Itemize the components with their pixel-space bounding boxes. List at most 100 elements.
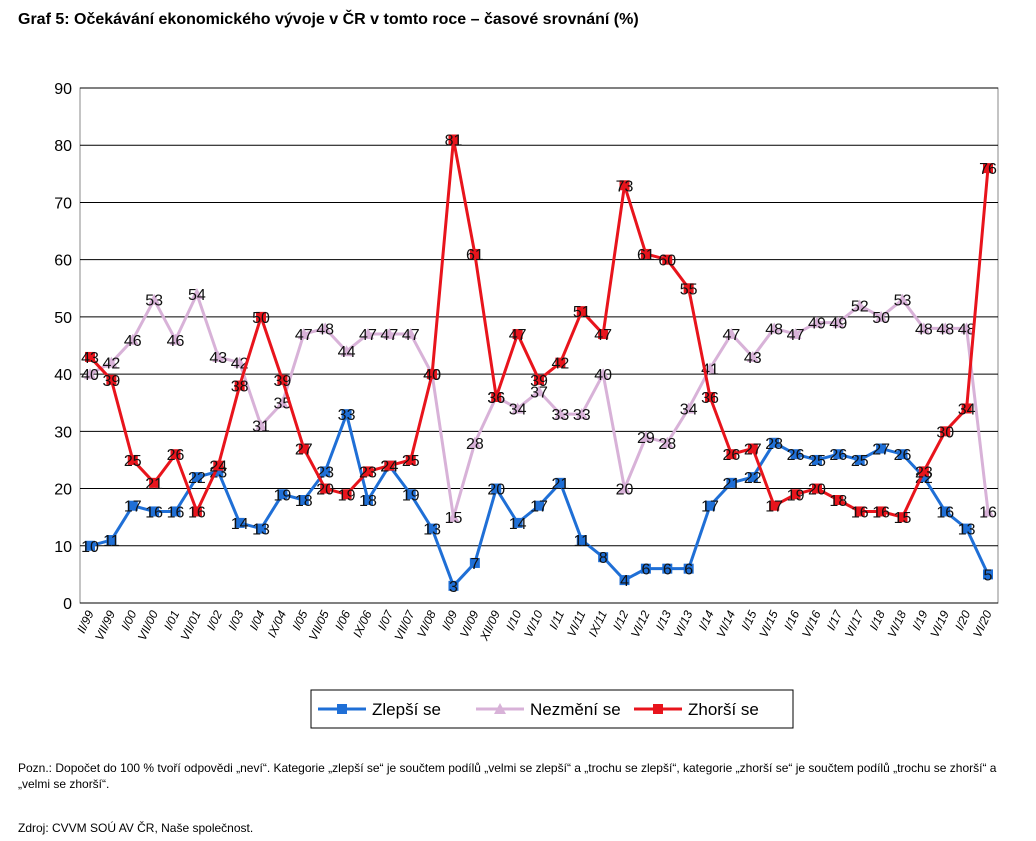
point [405,454,416,465]
point [448,134,459,145]
data-label: 20 [808,482,826,499]
data-label: 24 [209,459,227,476]
data-label: 28 [765,436,783,453]
x-tick-label: VI/12 [628,608,653,640]
data-label: 24 [380,459,398,476]
data-label: 53 [894,293,912,310]
plot-area [79,87,999,604]
point [661,436,674,448]
point [705,392,716,402]
data-label: 50 [252,310,270,327]
data-label: 22 [744,470,762,487]
data-label: 10 [81,539,99,556]
point [853,299,866,311]
legend-label: Zhorší se [688,700,759,719]
x-tick-label: I/10 [503,608,524,632]
point [191,472,202,483]
point [341,489,352,500]
point [149,506,160,517]
x-tick-label: I/14 [696,608,717,632]
y-tick-label: 50 [54,310,72,327]
data-label: 49 [829,316,847,333]
data-label: 18 [829,493,847,510]
point [277,374,288,385]
data-label: 33 [573,407,591,424]
data-label: 40 [423,367,441,384]
point [170,449,181,460]
x-tick-label: VI/17 [842,607,867,640]
x-tick-label: VII/00 [135,608,161,643]
x-tick-label: I/15 [738,608,759,632]
point [875,310,888,322]
point [790,449,801,460]
x-tick-label: I/20 [952,608,973,632]
point [469,557,480,568]
x-tick-label: I/16 [781,608,802,632]
x-tick-label: I/03 [225,608,246,632]
point [854,506,865,517]
point [127,500,138,511]
data-label: 16 [167,504,185,521]
x-tick-label: VI/14 [714,608,739,640]
x-tick-label: VI/20 [970,608,995,640]
point [148,293,161,305]
point [190,288,203,299]
data-label: 13 [423,522,441,539]
point [725,328,738,340]
data-label: 46 [124,333,142,350]
data-label: 22 [188,470,206,487]
x-tick-label: I/04 [247,608,268,632]
x-tick-label: I/05 [289,608,310,632]
legend-box [310,689,794,729]
point [427,369,438,380]
x-tick-label: I/06 [332,608,353,632]
point [940,426,951,437]
point [683,563,694,574]
point [212,350,225,362]
data-label: 33 [338,407,356,424]
point [297,328,310,340]
point [705,500,716,511]
point [511,402,524,414]
point [383,328,396,340]
data-label: 61 [466,247,484,264]
point [276,396,289,408]
point [384,460,395,471]
data-label: 43 [744,350,762,367]
data-label: 16 [145,504,163,521]
data-label: 34 [680,401,698,418]
data-label: 3 [449,579,458,596]
data-label: 51 [573,304,591,321]
data-label: 21 [145,476,163,493]
x-tick-label: I/19 [909,608,930,632]
x-tick-label: VII/01 [178,608,204,642]
data-label: 31 [252,419,270,436]
point [448,580,459,591]
point [554,408,567,420]
point [876,506,887,517]
point [747,443,758,454]
data-label: 16 [979,504,997,521]
source: Zdroj: CVVM SOÚ AV ČR, Naše společnost. [18,821,254,835]
data-label: 35 [274,396,292,413]
point [896,293,909,305]
y-tick-label: 40 [54,367,72,384]
data-label: 60 [658,253,676,270]
point [106,535,117,546]
data-label: 19 [274,487,292,504]
point [85,351,95,362]
point [298,495,309,505]
y-tick-label: 70 [54,195,72,212]
point [960,322,973,334]
point [683,283,694,294]
point [983,163,993,174]
data-label: 21 [723,476,741,493]
point [897,449,908,460]
point [169,333,182,345]
x-tick-label: I/07 [375,607,397,632]
point [704,362,717,374]
point [213,466,224,477]
point [170,506,181,517]
data-label: 53 [145,293,163,310]
